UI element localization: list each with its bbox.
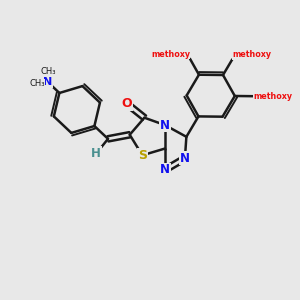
Text: S: S <box>138 149 147 162</box>
Text: N: N <box>43 77 52 87</box>
Text: methoxy: methoxy <box>232 50 272 59</box>
Text: CH₃: CH₃ <box>29 79 45 88</box>
Text: CH₃: CH₃ <box>41 67 56 76</box>
Text: H: H <box>91 147 101 160</box>
Text: N: N <box>180 152 190 165</box>
Text: methoxy: methoxy <box>253 92 292 101</box>
Text: methoxy: methoxy <box>151 50 190 59</box>
Text: N: N <box>160 118 170 132</box>
Text: O: O <box>122 97 132 110</box>
Text: N: N <box>160 164 170 176</box>
